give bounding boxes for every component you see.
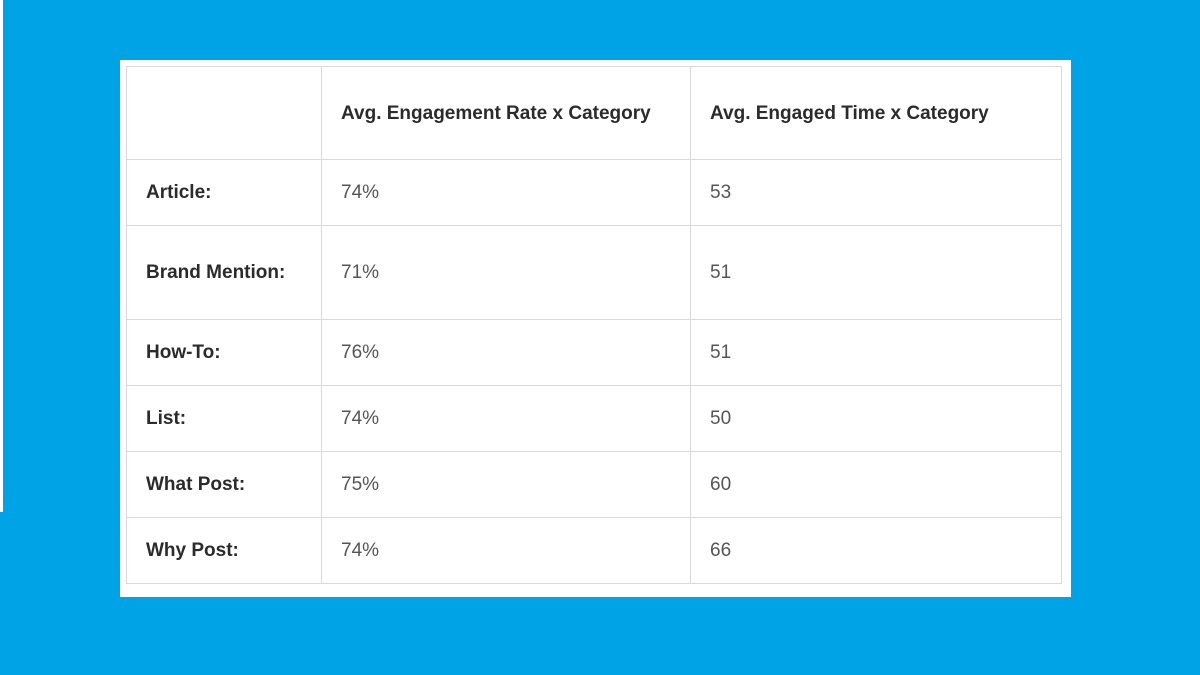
engagement-rate-cell: 76%: [321, 319, 691, 386]
table-row: How-To: 76% 51: [126, 319, 1062, 386]
engaged-time-cell: 66: [690, 517, 1062, 584]
header-cell-category: [126, 66, 322, 160]
row-label: Brand Mention:: [126, 225, 322, 320]
table-row: List: 74% 50: [126, 385, 1062, 452]
table-row: Article: 74% 53: [126, 159, 1062, 226]
header-cell-engaged-time: Avg. Engaged Time x Category: [690, 66, 1062, 160]
table-card: Avg. Engagement Rate x Category Avg. Eng…: [120, 60, 1071, 597]
left-edge-strip: [0, 0, 3, 512]
row-label: How-To:: [126, 319, 322, 386]
table-row: Brand Mention: 71% 51: [126, 225, 1062, 320]
engaged-time-cell: 51: [690, 225, 1062, 320]
row-label: Article:: [126, 159, 322, 226]
engagement-rate-cell: 74%: [321, 159, 691, 226]
engaged-time-cell: 51: [690, 319, 1062, 386]
table-row: Why Post: 74% 66: [126, 517, 1062, 584]
engagement-rate-cell: 74%: [321, 385, 691, 452]
row-label: Why Post:: [126, 517, 322, 584]
engagement-rate-cell: 74%: [321, 517, 691, 584]
engagement-rate-cell: 71%: [321, 225, 691, 320]
engagement-table: Avg. Engagement Rate x Category Avg. Eng…: [126, 66, 1062, 584]
engaged-time-cell: 50: [690, 385, 1062, 452]
table-row: What Post: 75% 60: [126, 451, 1062, 518]
row-label: What Post:: [126, 451, 322, 518]
engaged-time-cell: 60: [690, 451, 1062, 518]
table-header-row: Avg. Engagement Rate x Category Avg. Eng…: [126, 66, 1062, 160]
row-label: List:: [126, 385, 322, 452]
engagement-rate-cell: 75%: [321, 451, 691, 518]
engaged-time-cell: 53: [690, 159, 1062, 226]
header-cell-engagement-rate: Avg. Engagement Rate x Category: [321, 66, 691, 160]
